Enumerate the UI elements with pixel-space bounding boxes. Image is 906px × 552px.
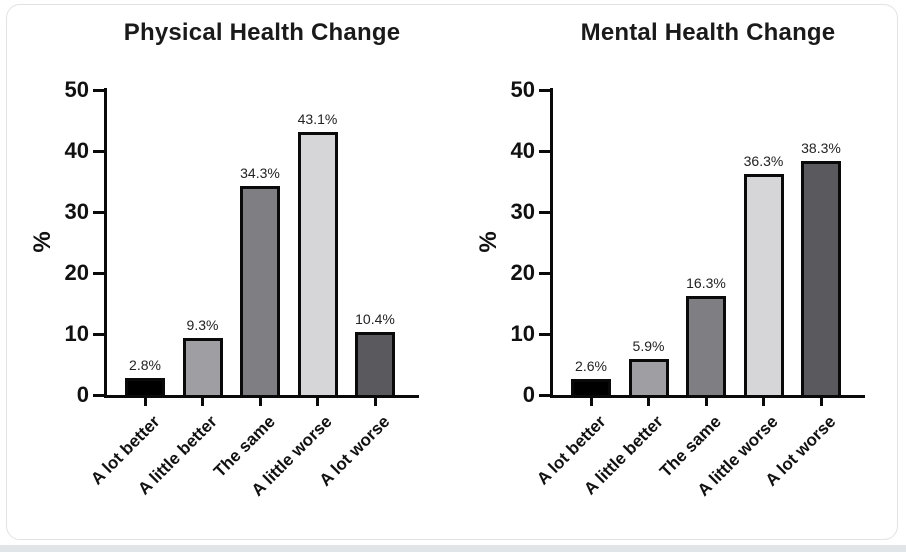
y-tick-label: 20: [64, 260, 89, 285]
x-tick-mark: [762, 398, 765, 406]
x-tick-mark: [704, 398, 708, 406]
y-tick-label: 0: [522, 382, 535, 407]
bar-value-label: 38.3%: [801, 140, 841, 156]
y-tick-mark: [93, 393, 104, 397]
bar-value-label: 9.3%: [186, 317, 219, 333]
bar-value-label: 34.3%: [240, 165, 280, 181]
x-tick-mark: [201, 398, 204, 406]
y-tick-label: 40: [510, 138, 535, 163]
y-tick-mark: [539, 271, 550, 275]
y-tick-label: 50: [64, 77, 89, 102]
y-tick-label: 30: [510, 199, 535, 224]
bar-value-label: 10.4%: [355, 311, 395, 327]
bar-value-label: 16.3%: [686, 275, 726, 291]
y-tick-label: 40: [64, 138, 89, 163]
chart-title: Mental Health Change: [580, 19, 836, 46]
y-tick-mark: [539, 393, 550, 397]
y-tick-mark: [539, 332, 550, 336]
x-tick-mark: [143, 398, 147, 406]
bar-value-label: 2.6%: [575, 358, 607, 374]
y-tick-mark: [93, 149, 104, 153]
y-tick-mark: [93, 210, 104, 214]
bar-a-lot-better: [125, 378, 165, 395]
y-tick-mark: [539, 88, 550, 92]
bar-a-lot-better: [571, 379, 611, 395]
figure-card: Physical Health Change % 0 10 20 30 40 50 2.8%…: [6, 4, 898, 540]
physical-health-chart: Physical Health Change % 0 10 20 30 40 50 2.8%…: [7, 5, 453, 539]
y-axis-line: [550, 88, 553, 398]
y-tick-mark: [539, 149, 550, 153]
y-tick-label: 20: [510, 260, 535, 285]
bar-the-same: [686, 296, 726, 395]
y-tick-label: 0: [76, 382, 89, 407]
y-tick-mark: [539, 210, 550, 214]
bar-a-little-worse: [297, 132, 338, 395]
x-axis-line: [550, 395, 865, 398]
y-tick-mark: [93, 332, 104, 336]
x-tick-mark: [373, 398, 377, 406]
bar-a-lot-worse: [801, 161, 841, 395]
bar-a-little-better: [182, 338, 223, 395]
mental-health-chart: Mental Health Change % 0 10 20 30 40 50 2.6% A …: [453, 5, 897, 539]
x-tick-mark: [316, 398, 319, 406]
bar-a-little-worse: [743, 174, 784, 395]
plot-area: 0 10 20 30 40 50 2.8% A lot better 9.3% A little …: [7, 5, 453, 539]
y-tick-label: 50: [510, 77, 535, 102]
x-tick-mark: [258, 398, 262, 406]
bar-a-little-better: [628, 359, 669, 395]
x-tick-mark: [589, 398, 593, 406]
bar-value-label: 36.3%: [743, 153, 784, 169]
bar-value-label: 43.1%: [297, 111, 338, 127]
y-tick-mark: [93, 271, 104, 275]
x-axis-line: [104, 395, 419, 398]
bar-a-lot-worse: [355, 332, 395, 395]
x-tick-mark: [647, 398, 650, 406]
plot-area: 0 10 20 30 40 50 2.6% A lot better 5.9% A little …: [453, 5, 897, 539]
chart-title: Physical Health Change: [123, 19, 401, 46]
page-background-strip: [0, 545, 906, 552]
y-tick-label: 10: [510, 321, 535, 346]
y-tick-label: 10: [64, 321, 89, 346]
y-axis-line: [104, 88, 107, 398]
bar-value-label: 5.9%: [632, 338, 665, 354]
x-tick-mark: [819, 398, 823, 406]
y-tick-label: 30: [64, 199, 89, 224]
y-tick-mark: [93, 88, 104, 92]
bar-value-label: 2.8%: [129, 357, 161, 373]
bar-the-same: [240, 186, 280, 395]
